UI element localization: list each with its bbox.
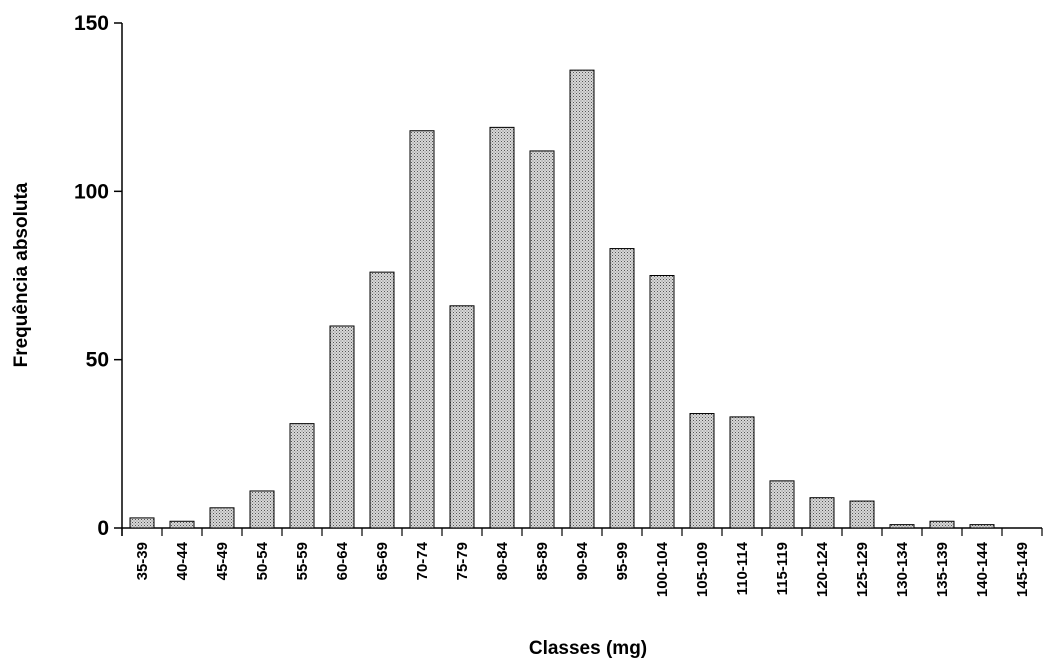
x-tick-label: 100-104: [654, 541, 671, 597]
y-axis-title: Frequência absoluta: [11, 182, 32, 367]
x-tick-label: 95-99: [614, 542, 631, 580]
x-tick-label: 120-124: [814, 541, 831, 597]
x-tick-label: 70-74: [414, 541, 431, 580]
x-tick-label: 80-84: [494, 541, 511, 580]
x-tick-label: 90-94: [574, 541, 591, 580]
bar-130-134: [889, 524, 915, 529]
x-tick-label: 75-79: [454, 542, 471, 580]
bar-45-49: [209, 507, 235, 529]
x-axis: 35-39 40-44 45-49 50-54 55-59 60-64 65-69 70-74…: [121, 527, 1043, 597]
bar-110-114: [729, 416, 755, 529]
bar-85-89: [529, 150, 555, 529]
x-tick-label: 40-44: [174, 541, 191, 580]
bar-60-64: [329, 325, 355, 529]
bar-35-39: [129, 517, 155, 529]
x-tick-label: 60-64: [334, 541, 351, 580]
bar-70-74: [409, 130, 435, 529]
bar-55-59: [289, 423, 315, 529]
bars-group: [129, 69, 995, 529]
bar-40-44: [169, 520, 195, 529]
y-tick-label: 50: [86, 349, 109, 372]
bar-75-79: [449, 305, 475, 529]
y-tick-label: 150: [74, 12, 109, 35]
bar-105-109: [689, 413, 715, 529]
bar-65-69: [369, 271, 395, 529]
x-tick-label: 50-54: [254, 541, 271, 580]
x-tick-label: 140-144: [974, 541, 991, 597]
bar-125-129: [849, 500, 875, 529]
x-tick-label: 35-39: [134, 542, 151, 580]
bar-95-99: [609, 248, 635, 529]
x-tick-label: 125-129: [854, 542, 871, 597]
bar-100-104: [649, 275, 675, 529]
bar-135-139: [929, 520, 955, 529]
bar-80-84: [489, 126, 515, 529]
x-tick-label: 85-89: [534, 542, 551, 580]
x-tick-label: 105-109: [694, 542, 711, 597]
bar-115-119: [769, 480, 795, 529]
bar-90-94: [569, 69, 595, 529]
x-tick-label: 110-114: [734, 541, 751, 595]
x-tick-label: 115-119: [774, 542, 791, 595]
x-tick-label: 130-134: [894, 541, 911, 597]
y-tick-label: 0: [97, 517, 109, 540]
x-tick-label: 145-149: [1014, 542, 1031, 597]
bar-50-54: [249, 490, 275, 529]
x-tick-label: 55-59: [294, 542, 311, 580]
bar-140-144: [969, 524, 995, 529]
bar-120-124: [809, 497, 835, 529]
x-axis-title: Classes (mg): [529, 638, 647, 659]
x-tick-label: 135-139: [934, 542, 951, 597]
y-axis: 0 50 100 150: [74, 12, 123, 540]
x-tick-label: 65-69: [374, 542, 391, 580]
y-tick-label: 100: [74, 180, 109, 203]
x-tick-label: 45-49: [214, 542, 231, 580]
